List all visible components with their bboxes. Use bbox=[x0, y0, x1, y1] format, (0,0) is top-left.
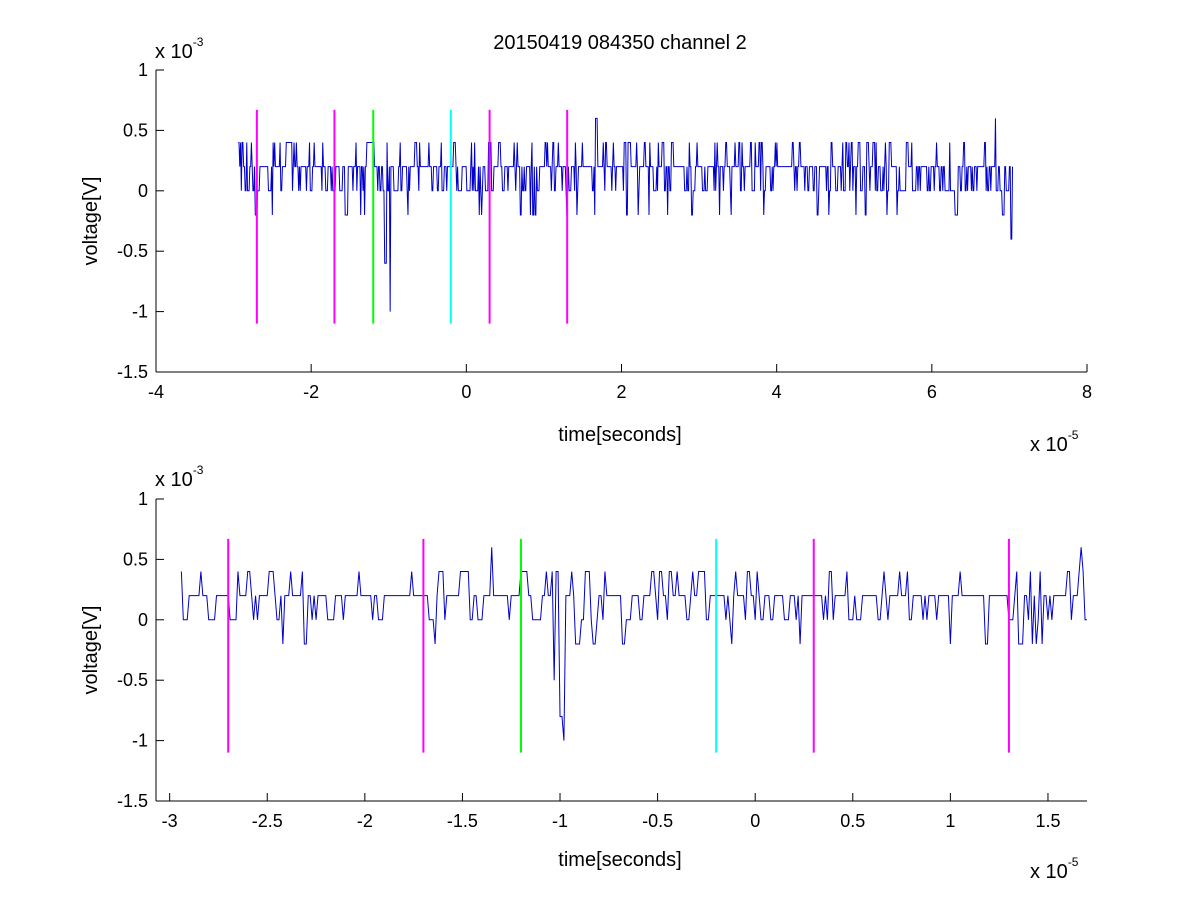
axes-bottom-x-tick-label: -3 bbox=[162, 811, 178, 831]
axes-top-signal-line bbox=[238, 117, 1014, 312]
axes-top-y-multiplier: x 10-3 bbox=[155, 35, 204, 63]
axes-top-x-multiplier-base: x 10 bbox=[1030, 434, 1068, 456]
axes-top-x-tick-label: 0 bbox=[461, 382, 471, 402]
axes-bottom-y-tick-label: -1 bbox=[132, 731, 148, 751]
figure-title: 20150419 084350 channel 2 bbox=[493, 32, 747, 54]
axes-top-y-tick-label: 1 bbox=[138, 60, 148, 80]
axes-bottom-x-tick-label: 0 bbox=[750, 811, 760, 831]
axes-top-y-multiplier-base: x 10 bbox=[155, 41, 193, 63]
axes-bottom-x-tick-label: -0.5 bbox=[642, 811, 673, 831]
axes-top-x-tick-label: 6 bbox=[927, 382, 937, 402]
axes-bottom-xlabel: time[seconds] bbox=[558, 849, 681, 871]
axes-top-y-tick-label: -1.5 bbox=[117, 362, 148, 382]
axes-bottom-x-tick-label: -2 bbox=[357, 811, 373, 831]
axes-top-x-exponent: -5 bbox=[1068, 428, 1079, 442]
axes-bottom-ylabel: voltage[V] bbox=[80, 606, 102, 695]
axes-top-x-tick-label: 2 bbox=[616, 382, 626, 402]
axes-bottom-x-exponent: -5 bbox=[1068, 855, 1079, 869]
axes-top-y-tick-label: -0.5 bbox=[117, 241, 148, 261]
axes-top-y-tick-label: 0.5 bbox=[123, 120, 148, 140]
axes-bottom-x-tick-label: -1.5 bbox=[447, 811, 478, 831]
axes-top-x-tick-label: 4 bbox=[772, 382, 782, 402]
axes-bottom-y-tick-label: -1.5 bbox=[117, 791, 148, 811]
axes-top-x-multiplier: x 10-5 bbox=[1030, 428, 1079, 456]
axes-bottom-y-tick-label: 0.5 bbox=[123, 549, 148, 569]
axes-bottom-x-tick-label: 1.5 bbox=[1035, 811, 1060, 831]
axes-bottom-x-tick-label: -2.5 bbox=[252, 811, 283, 831]
axes-bottom-y-tick-label: 0 bbox=[138, 610, 148, 630]
axes-bottom-plot-area bbox=[180, 538, 1087, 753]
axes-top-xlabel: time[seconds] bbox=[558, 424, 681, 446]
axes-bottom-y-multiplier: x 10-3 bbox=[155, 463, 204, 491]
axes-bottom-x-multiplier-base: x 10 bbox=[1030, 861, 1068, 883]
axes-top-y-tick-label: 0 bbox=[138, 181, 148, 201]
axes-bottom-x-multiplier: x 10-5 bbox=[1030, 855, 1079, 883]
axes-top-y-exponent: -3 bbox=[193, 35, 204, 49]
axes-bottom-y-tick-label: -0.5 bbox=[117, 670, 148, 690]
axes-top-plot-area bbox=[238, 109, 1014, 324]
axes-bottom-signal-line bbox=[180, 547, 1087, 741]
axes-bottom-y-multiplier-base: x 10 bbox=[155, 469, 193, 491]
axes-bottom-y-tick-label: 1 bbox=[138, 489, 148, 509]
axes-bottom-x-tick-label: -1 bbox=[552, 811, 568, 831]
axes-bottom-y-exponent: -3 bbox=[193, 463, 204, 477]
axes-bottom-x-tick-label: 0.5 bbox=[840, 811, 865, 831]
axes-bottom: time[seconds] voltage[V] x 10-3 x 10-5 -… bbox=[80, 463, 1087, 883]
axes-top-y-tick-label: -1 bbox=[132, 302, 148, 322]
axes-bottom-x-tick-label: 1 bbox=[945, 811, 955, 831]
axes-top-x-tick-label: -4 bbox=[148, 382, 164, 402]
axes-top-x-tick-label: -2 bbox=[303, 382, 319, 402]
axes-top: time[seconds] voltage[V] x 10-3 x 10-5 -… bbox=[80, 35, 1092, 456]
axes-top-ylabel: voltage[V] bbox=[80, 177, 102, 266]
axes-top-x-tick-label: 8 bbox=[1082, 382, 1092, 402]
